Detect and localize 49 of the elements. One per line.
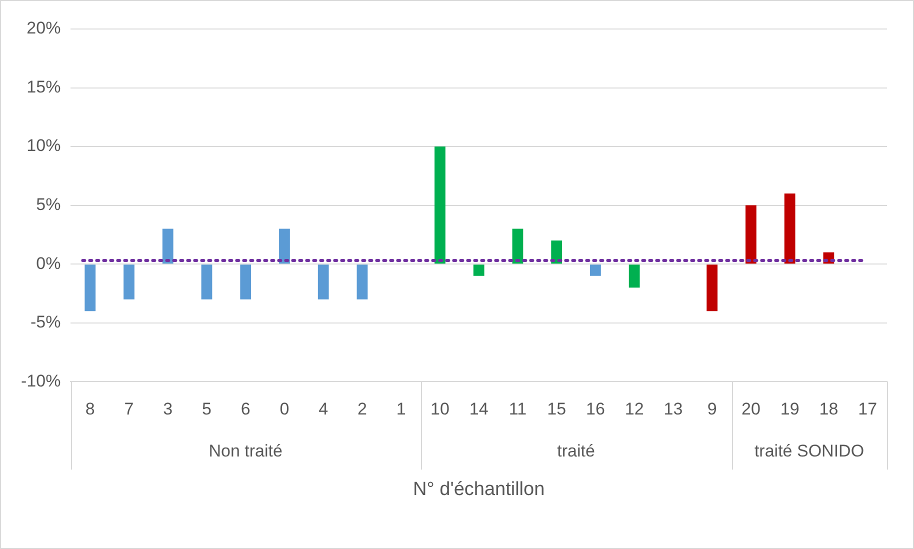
x-tick-label: 3 (163, 399, 173, 418)
x-tick-label: 15 (547, 399, 566, 418)
x-tick-label: 13 (664, 399, 683, 418)
bar (124, 264, 134, 300)
bar (279, 228, 290, 264)
y-tick-label: -5% (30, 312, 61, 332)
bar (162, 228, 174, 264)
bar (628, 264, 640, 288)
x-tick-label: 10 (430, 399, 450, 418)
bar (356, 264, 368, 300)
x-tick-label: 19 (780, 399, 800, 418)
text: Non traité (208, 441, 282, 460)
y-tick-label: 15% (26, 77, 61, 96)
bar (590, 264, 601, 276)
x-tick-label: 5 (202, 399, 212, 418)
y-tick-label: 20% (26, 18, 61, 38)
y-tick-label: 10% (26, 136, 61, 156)
x-tick-label: 4 (318, 399, 328, 418)
bar (706, 264, 718, 312)
x-tick-label: 6 (240, 399, 250, 418)
y-tick-label: -10% (21, 371, 61, 390)
x-axis-title: N° d'échantillon (413, 478, 545, 500)
x-tick-label: 7 (124, 399, 134, 418)
x-tick-label: 1 (396, 399, 406, 418)
bar (318, 264, 329, 300)
x-tick-label: 16 (586, 399, 605, 418)
x-tick-label: 2 (357, 399, 367, 418)
y-tick-label: 5% (36, 194, 61, 214)
bar (434, 146, 446, 264)
bar (512, 228, 524, 264)
x-tick-label: 12 (624, 399, 644, 418)
x-tick-label: 17 (858, 399, 878, 418)
x-tick-label: 0 (280, 399, 290, 418)
bar (240, 264, 252, 300)
text: traité (557, 441, 595, 460)
x-tick-label: 9 (707, 399, 717, 418)
bar (84, 264, 96, 312)
x-tick-label: 20 (741, 399, 760, 418)
x-tick-label: 18 (819, 399, 838, 418)
text: traité SONIDO (754, 441, 864, 460)
y-tick-label: 0% (36, 254, 61, 273)
x-tick-label: 8 (85, 399, 95, 418)
bar (201, 264, 212, 300)
x-tick-label: 11 (508, 399, 527, 418)
bar (784, 194, 796, 264)
bar (551, 240, 562, 264)
bar (473, 264, 484, 276)
x-tick-label: 14 (469, 399, 488, 418)
bar (746, 205, 756, 264)
